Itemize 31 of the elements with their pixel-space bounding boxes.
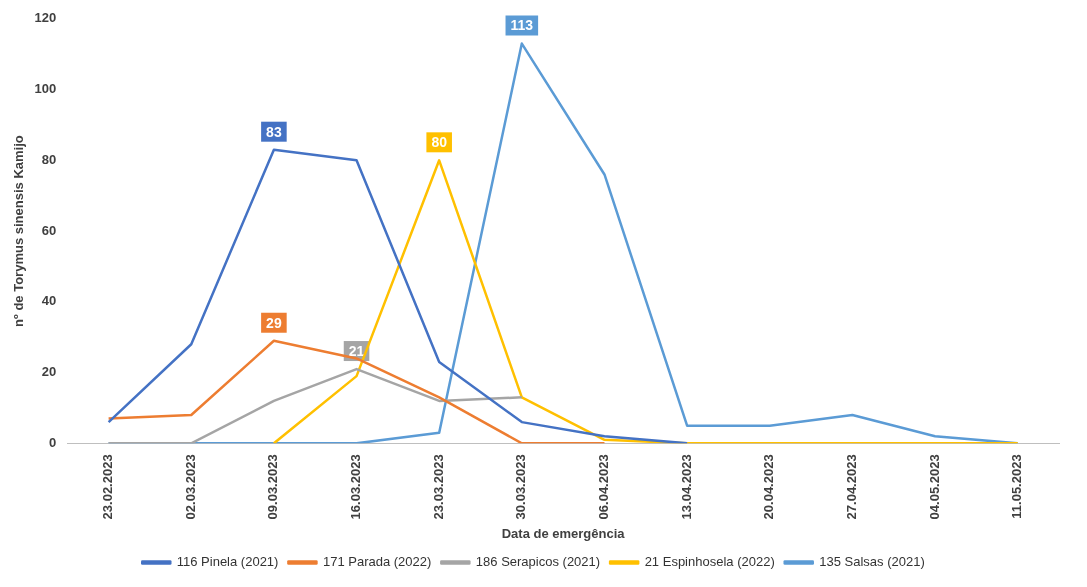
y-tick-label: 100 <box>34 81 57 97</box>
data-label: 80 <box>431 134 448 151</box>
x-tick-label: 04.05.2023 <box>926 454 942 520</box>
data-label: 21 <box>348 342 365 359</box>
y-tick-label: 80 <box>41 151 57 167</box>
legend-label: 116 Pinela (2021) <box>176 554 279 570</box>
data-label: 29 <box>266 314 282 331</box>
x-tick-label: 02.03.2023 <box>182 454 198 520</box>
x-tick-label: 27.04.2023 <box>843 454 859 520</box>
x-tick-label: 16.03.2023 <box>348 454 364 520</box>
x-tick-label: 20.04.2023 <box>761 454 777 520</box>
legend-label: 135 Salsas (2021) <box>819 554 925 570</box>
legend-label: 171 Parada (2022) <box>322 554 432 570</box>
legend-label: 186 Serapicos (2021) <box>475 554 601 570</box>
y-tick-label: 40 <box>41 293 57 309</box>
y-tick-label: 20 <box>41 364 57 380</box>
x-tick-label: 09.03.2023 <box>265 454 281 520</box>
x-tick-label: 23.02.2023 <box>100 454 116 520</box>
data-label: 83 <box>266 123 282 140</box>
legend-label: 21 Espinhosela (2022) <box>644 554 775 570</box>
y-tick-label: 120 <box>34 10 57 26</box>
x-tick-label: 30.03.2023 <box>513 454 529 520</box>
data-label: 113 <box>510 17 534 34</box>
x-tick-label: 23.03.2023 <box>430 454 446 520</box>
x-tick-label: 13.04.2023 <box>678 454 694 520</box>
x-tick-label: 06.04.2023 <box>596 454 612 520</box>
y-tick-label: 0 <box>49 434 57 450</box>
y-tick-label: 60 <box>41 222 57 238</box>
x-axis-title: Data de emergência <box>501 525 626 541</box>
y-axis-title: nº de Torymus sinensis Kamijo <box>11 135 27 327</box>
x-tick-label: 11.05.2023 <box>1009 454 1025 519</box>
